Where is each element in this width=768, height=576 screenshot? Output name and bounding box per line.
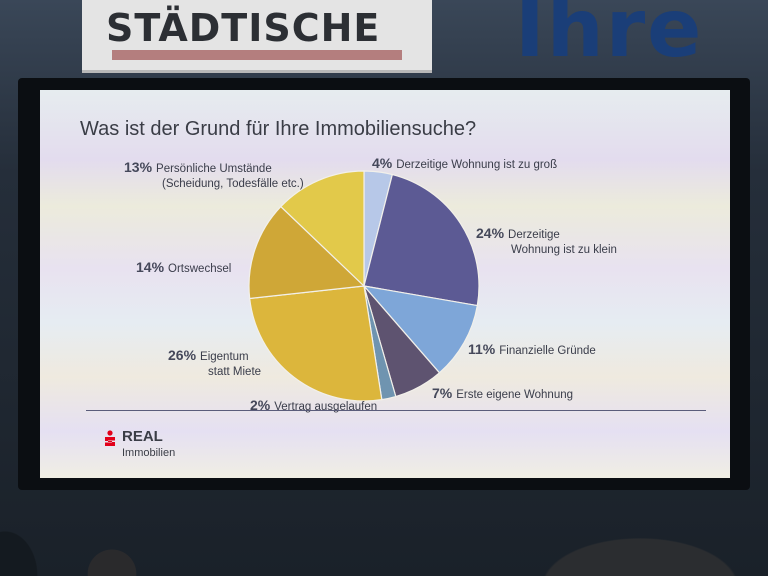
label-too-small-line2: Wohnung ist zu klein	[511, 244, 617, 256]
pct-ownership: 26%	[168, 347, 197, 363]
label-too-small-line1: Derzeitige	[508, 229, 560, 241]
sponsor-banner: STÄDTISCHE	[82, 0, 432, 73]
label-ownership-line2: statt Miete	[208, 366, 262, 378]
label-financial: 11% Finanzielle Gründe	[468, 342, 596, 359]
pct-first-home: 7%	[432, 385, 453, 401]
banner-text: STÄDTISCHE	[106, 6, 381, 50]
label-contract-ended-line1: Vertrag ausgelaufen	[274, 401, 378, 413]
label-financial-line1: Finanzielle Gründe	[499, 345, 596, 357]
logo-mark-dot	[107, 430, 113, 436]
label-too-big-line1: Derzeitige Wohnung ist zu groß	[396, 159, 558, 171]
pct-too-big: 4%	[372, 155, 393, 171]
label-personal: 13% Persönliche Umstände (Scheidung, Tode…	[124, 160, 304, 192]
label-relocation-line1: Ortswechsel	[168, 263, 232, 275]
banner-stripe	[112, 50, 402, 60]
logo-subtitle: Immobilien	[122, 447, 176, 459]
pct-relocation: 14%	[136, 259, 165, 275]
pie-slice-5	[249, 285, 383, 402]
slide-divider-line	[86, 410, 706, 411]
label-ownership: 26% Eigentum statt Miete	[168, 348, 261, 380]
pie-slice-6	[248, 205, 366, 300]
pie-slice-1	[363, 173, 480, 307]
audience-silhouettes	[0, 466, 768, 576]
label-contract-ended: 2% Vertrag ausgelaufen	[250, 398, 377, 415]
label-personal-line2: (Scheidung, Todesfälle etc.)	[162, 178, 304, 190]
pie-slice-2	[362, 285, 479, 374]
label-first-home: 7% Erste eigene Wohnung	[432, 386, 573, 403]
label-ownership-line1: Eigentum	[200, 351, 249, 363]
label-first-home-line1: Erste eigene Wohnung	[456, 389, 574, 401]
pct-too-small: 24%	[476, 225, 505, 241]
label-too-big: 4% Derzeitige Wohnung ist zu groß	[372, 156, 557, 173]
pie-chart	[248, 170, 480, 402]
logo-mark-body	[105, 437, 115, 446]
sparkasse-s-icon	[105, 430, 115, 446]
label-too-small: 24% Derzeitige Wohnung ist zu klein	[476, 226, 617, 258]
logo-name: REAL	[122, 428, 163, 445]
wall-lettering: Ihre	[515, 0, 704, 75]
pct-personal: 13%	[124, 159, 153, 175]
pie-slice-7	[279, 170, 365, 288]
label-personal-line1: Persönliche Umstände	[156, 163, 272, 175]
pct-financial: 11%	[468, 341, 496, 357]
presentation-slide: Was ist der Grund für Ihre Immobiliensuc…	[40, 90, 730, 478]
slide-title: Was ist der Grund für Ihre Immobiliensuc…	[80, 118, 477, 140]
pct-contract-ended: 2%	[250, 397, 271, 413]
label-relocation: 14% Ortswechsel	[136, 260, 231, 277]
